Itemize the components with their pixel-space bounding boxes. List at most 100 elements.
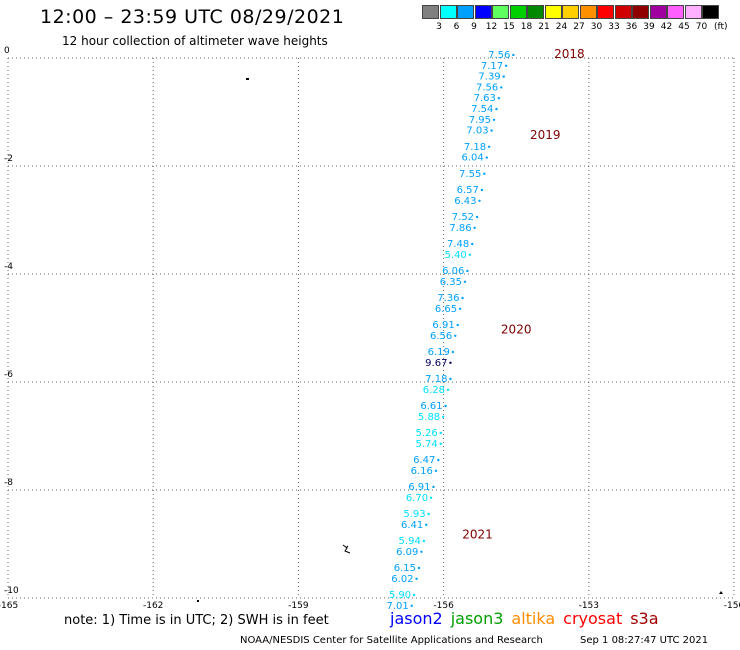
wave-point <box>480 188 484 192</box>
wave-point <box>478 199 481 202</box>
wave-height-label: 5.93 <box>403 509 425 520</box>
wave-point <box>504 64 508 68</box>
wave-height-label: 7.39 <box>478 72 500 83</box>
wave-height-label: 5.90 <box>389 590 411 601</box>
wave-point <box>412 593 416 597</box>
wave-height-label: 6.61 <box>420 401 442 412</box>
wave-height-points: 7.567.177.397.567.637.547.957.037.186.04… <box>386 50 515 612</box>
wave-height-label: 6.91 <box>432 320 454 331</box>
wave-point <box>422 539 426 543</box>
satellite-cryosat: cryosat <box>563 609 623 628</box>
legend-bin-label: 30 <box>590 22 603 32</box>
wave-height-label: 6.06 <box>442 266 464 277</box>
legend-bin-label: 12 <box>485 22 498 32</box>
wave-height-label: 5.88 <box>418 412 440 423</box>
legend-swatch <box>527 5 544 19</box>
satellite-legend: jason2 jason3 altika cryosat s3a <box>390 609 667 628</box>
wave-point <box>439 431 442 435</box>
legend-swatch <box>579 5 597 19</box>
wave-point <box>497 97 501 100</box>
track-time-labels: 2018 2019 2020 2021 <box>462 47 585 542</box>
wave-height-label: 6.41 <box>401 520 423 531</box>
wave-height-label: 7.03 <box>466 126 488 137</box>
legend-bin-label: 39 <box>643 22 655 32</box>
wave-height-label: 7.48 <box>447 239 469 250</box>
lon-tick-label: -165 <box>0 601 18 611</box>
wave-point <box>461 296 464 300</box>
legend-bin-label: 42 <box>660 22 673 32</box>
legend-swatch <box>457 5 474 19</box>
legend-bin-label: 27 <box>573 22 585 32</box>
wave-point <box>490 129 493 132</box>
lon-tick-label: -156 <box>433 601 454 611</box>
wave-point <box>425 523 428 526</box>
wave-height-label: 6.19 <box>428 347 450 358</box>
wave-point <box>500 86 503 89</box>
legend-swatch <box>562 5 579 19</box>
legend-bin-label: 18 <box>520 22 533 32</box>
wave-point <box>492 118 496 122</box>
legend-bin-label: 6 <box>453 22 460 32</box>
wave-point <box>420 550 423 553</box>
time-label: 2018 <box>554 47 585 61</box>
wave-height-label: 7.01 <box>386 601 408 612</box>
legend-bin-label: 45 <box>678 22 690 32</box>
wave-height-label: 7.18 <box>425 374 447 385</box>
lat-tick-label: 0 <box>4 46 10 56</box>
wave-height-label: 6.43 <box>454 196 476 207</box>
legend-swatch <box>702 5 719 19</box>
wave-height-label: 6.70 <box>406 493 428 504</box>
legend-swatch <box>632 5 649 19</box>
lat-tick-label: -6 <box>4 370 13 380</box>
wave-height-label: 6.16 <box>411 466 433 477</box>
lon-tick-label: -150 <box>724 601 740 611</box>
wave-point <box>454 334 457 337</box>
wave-height-label: 7.17 <box>481 61 503 72</box>
wave-point <box>468 253 471 256</box>
legend-swatch <box>614 5 632 19</box>
wave-point <box>485 156 488 159</box>
footer-timestamp: Sep 1 08:27:47 UTC 2021 <box>580 635 709 646</box>
map-grid <box>7 57 735 599</box>
wave-height-label: 6.47 <box>413 455 435 466</box>
wave-point <box>487 145 491 148</box>
wave-point <box>451 350 455 354</box>
legend-swatch <box>649 5 667 19</box>
wave-point <box>449 361 452 364</box>
legend-swatch <box>509 5 527 19</box>
lat-tick-label: -10 <box>4 586 19 596</box>
wave-height-label: 7.55 <box>459 169 481 180</box>
wave-height-label: 6.57 <box>457 185 479 196</box>
wave-height-label: 5.40 <box>445 250 467 261</box>
legend-swatch <box>684 5 702 19</box>
wave-height-label: 5.26 <box>415 428 437 439</box>
time-label: 2021 <box>462 528 493 542</box>
wave-height-label: 7.54 <box>471 104 493 115</box>
island-marker <box>719 591 723 594</box>
legend-bin-label: 70 <box>695 22 708 32</box>
wave-height-label: 6.35 <box>440 277 462 288</box>
lat-tick-label: -4 <box>4 262 13 272</box>
footer-note: note: 1) Time is in UTC; 2) SWH is in fe… <box>64 613 329 628</box>
wave-point <box>471 242 474 246</box>
wave-point <box>441 415 445 418</box>
legend-bin-label: 33 <box>608 22 620 32</box>
wave-point <box>512 53 515 57</box>
lat-tick-label: -2 <box>4 154 13 164</box>
wave-point <box>473 226 476 229</box>
legend-swatch <box>544 5 562 19</box>
wave-height-legend: (ft) 3 6 9 12 15 18 21 24 27 30 33 36 39 42 45 70 <box>422 5 736 35</box>
wave-height-label: 6.65 <box>435 304 457 315</box>
legend-bin-label: 3 <box>436 22 442 32</box>
wave-point <box>463 280 467 283</box>
island-marker <box>342 544 351 554</box>
legend-swatch <box>492 5 509 19</box>
wave-height-label: 5.94 <box>399 536 421 547</box>
legend-swatch <box>422 5 439 19</box>
wave-height-label: 6.28 <box>423 385 445 396</box>
map-subtitle: 12 hour collection of altimeter wave hei… <box>62 34 328 48</box>
map-title: 12:00 – 23:59 UTC 08/29/2021 <box>40 6 345 28</box>
wave-height-label: 6.09 <box>396 547 418 558</box>
wave-point <box>458 307 462 310</box>
